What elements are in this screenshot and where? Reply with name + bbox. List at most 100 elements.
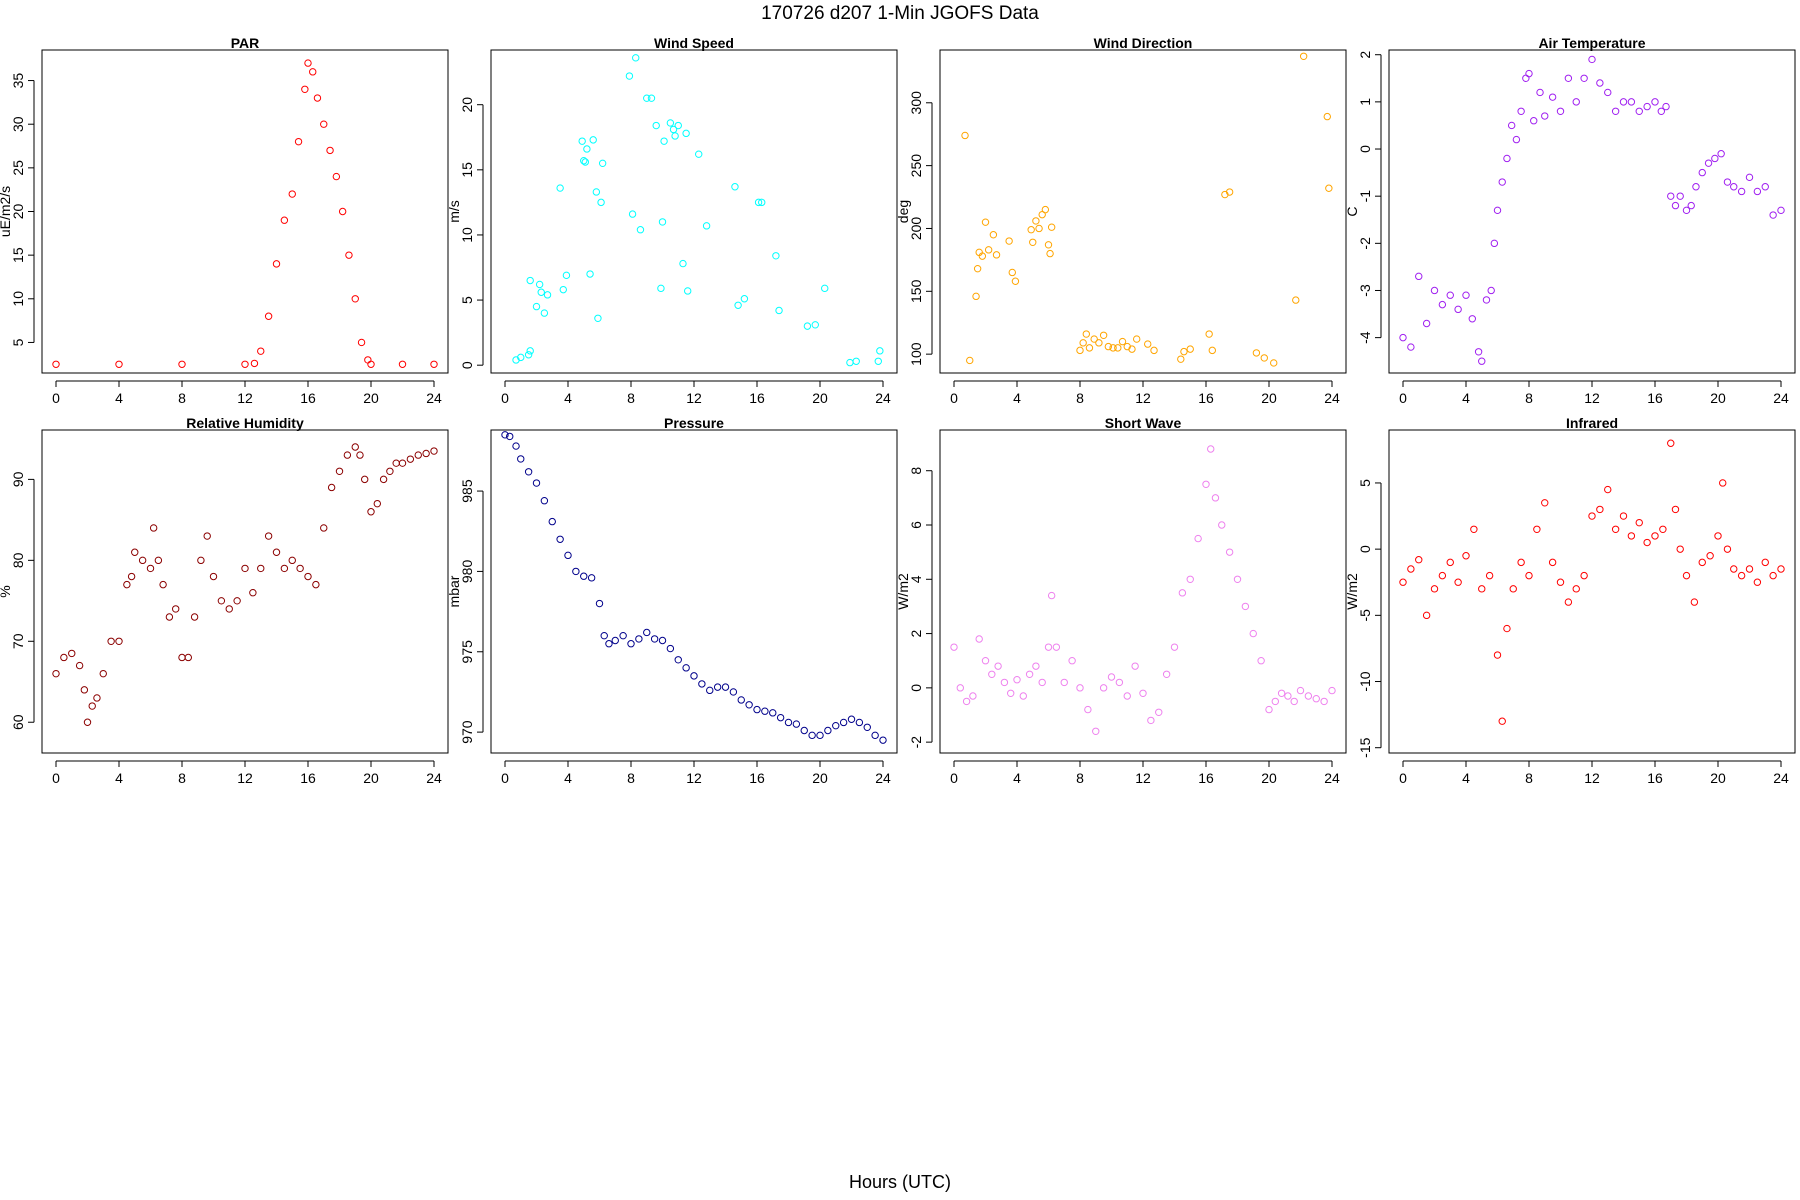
- data-point: [1109, 344, 1117, 352]
- data-point: [682, 664, 690, 672]
- data-point: [1503, 624, 1511, 633]
- y-axis-label-wind-direction: deg: [895, 200, 911, 223]
- y-axis-wind-speed: 0 5 10 15 20 m/s: [446, 97, 484, 369]
- plot-frame-short-wave: [939, 429, 1347, 754]
- panel-wind-speed: Wind Speed 0 4 8 12 16 20 24 0 5 10 15 20 m/s: [446, 35, 898, 406]
- data-point: [517, 455, 525, 463]
- data-point: [1180, 347, 1188, 356]
- data-point: [1104, 342, 1113, 351]
- panel-title-wind-speed: Wind Speed: [654, 35, 734, 51]
- data-point: [351, 443, 359, 451]
- x-axis-wind-direction: 0 4 8 12 16 20 24: [950, 380, 1340, 406]
- data-point: [1596, 505, 1604, 514]
- y-tick-label: 100: [908, 342, 924, 366]
- y-axis-par: 5 10 15 20 25 30 35 uE/m2/s: [0, 73, 35, 346]
- data-point: [1284, 692, 1292, 700]
- x-tick-label: 16: [749, 390, 765, 406]
- plot-frame-par: [41, 49, 449, 374]
- y-tick-label: 200: [908, 217, 924, 241]
- data-point: [1139, 689, 1147, 697]
- data-point: [643, 628, 651, 637]
- data-point: [1092, 727, 1100, 735]
- data-point: [1177, 355, 1185, 363]
- y-axis-infrared: -15 -10 -5 0 5 W/m2: [1344, 479, 1382, 758]
- data-point: [1462, 552, 1470, 560]
- data-point: [973, 264, 982, 273]
- data-point: [1541, 499, 1549, 507]
- data-point: [386, 467, 394, 475]
- data-point: [731, 183, 739, 191]
- data-point: [115, 360, 123, 368]
- y-tick-label: 985: [459, 479, 475, 503]
- x-tick-label: 0: [950, 770, 958, 786]
- data-point: [1662, 102, 1670, 111]
- data-point: [1667, 192, 1675, 200]
- data-point: [392, 459, 400, 467]
- data-point: [1643, 102, 1651, 111]
- data-point: [1407, 343, 1415, 351]
- data-point: [721, 683, 730, 691]
- x-tick-label: 4: [1462, 390, 1470, 406]
- x-tick-label: 16: [300, 390, 316, 406]
- data-point: [430, 360, 438, 368]
- data-point: [313, 94, 322, 102]
- data-point: [1704, 159, 1713, 167]
- data-point: [257, 564, 265, 573]
- panel-title-pressure: Pressure: [664, 415, 724, 431]
- data-point: [1000, 678, 1009, 687]
- data-point: [657, 284, 665, 293]
- data-point: [1225, 548, 1234, 556]
- data-point: [666, 644, 675, 653]
- data-point: [1454, 305, 1462, 314]
- y-tick-label: 80: [10, 552, 26, 568]
- data-point: [592, 188, 601, 196]
- data-point: [658, 218, 667, 226]
- data-point: [241, 360, 249, 368]
- data-point: [1133, 335, 1141, 343]
- x-tick-label: 8: [1076, 390, 1084, 406]
- data-point: [586, 270, 594, 278]
- x-tick-label: 20: [812, 390, 828, 406]
- data-point: [1690, 598, 1699, 606]
- data-point: [1060, 678, 1068, 687]
- data-point: [1299, 52, 1308, 60]
- x-axis-pressure: 0 4 8 12 16 20 24: [501, 760, 891, 786]
- data-point: [1052, 643, 1061, 651]
- x-tick-label: 12: [1584, 390, 1600, 406]
- data-point: [338, 207, 347, 216]
- data-point: [594, 314, 602, 322]
- data-point: [1682, 571, 1691, 580]
- y-tick-label: 980: [459, 560, 475, 584]
- data-point: [1777, 565, 1785, 573]
- data-point: [309, 68, 317, 76]
- data-point: [272, 548, 281, 556]
- data-point: [1635, 107, 1643, 115]
- data-point: [1522, 74, 1530, 82]
- data-point: [127, 572, 136, 581]
- data-point: [60, 653, 68, 662]
- data-point: [1115, 678, 1124, 687]
- data-point: [197, 556, 205, 565]
- data-point: [1580, 571, 1588, 580]
- panel-infrared: Infrared 0 4 8 12 16 20 24 -15 -10 -5 0 5 W/m2: [1344, 415, 1796, 786]
- data-point: [605, 640, 613, 648]
- data-point: [1714, 532, 1722, 540]
- data-point: [1044, 241, 1053, 249]
- y-tick-label: 10: [10, 291, 26, 307]
- y-tick-label: 70: [10, 633, 26, 649]
- x-tick-label: 16: [1647, 390, 1663, 406]
- y-axis-pressure: 970 975 980 985 mbar: [446, 479, 484, 744]
- data-point: [808, 731, 816, 740]
- data-point: [674, 656, 682, 664]
- panel-relative-humidity: Relative Humidity 0 4 8 12 16 20 24 60 70 80 90%: [0, 415, 449, 786]
- data-point: [296, 564, 304, 573]
- data-point: [1777, 206, 1785, 215]
- data-point: [879, 736, 887, 744]
- data-point: [589, 136, 597, 144]
- plot-frame-pressure: [490, 429, 898, 754]
- data-point: [1474, 348, 1483, 356]
- panel-wind-direction: Wind Direction 0 4 8 12 16 20 24 100 150 200 250 300…: [895, 35, 1347, 406]
- data-point: [1769, 211, 1777, 219]
- data-point: [1533, 525, 1541, 533]
